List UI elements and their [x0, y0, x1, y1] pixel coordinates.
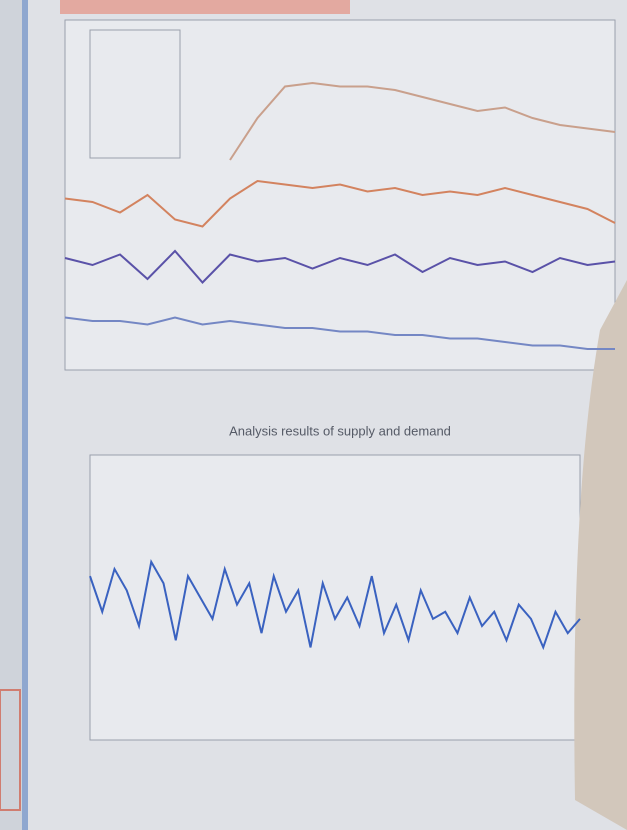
plot-area-bottom [90, 455, 580, 740]
header-strip [60, 0, 350, 14]
photo: Analysis results of supply and demand [0, 0, 627, 830]
chart-title: Analysis results of supply and demand [229, 423, 451, 438]
page: Analysis results of supply and demand ((… [0, 0, 627, 830]
poster-edge [0, 0, 22, 830]
frame [22, 0, 28, 830]
